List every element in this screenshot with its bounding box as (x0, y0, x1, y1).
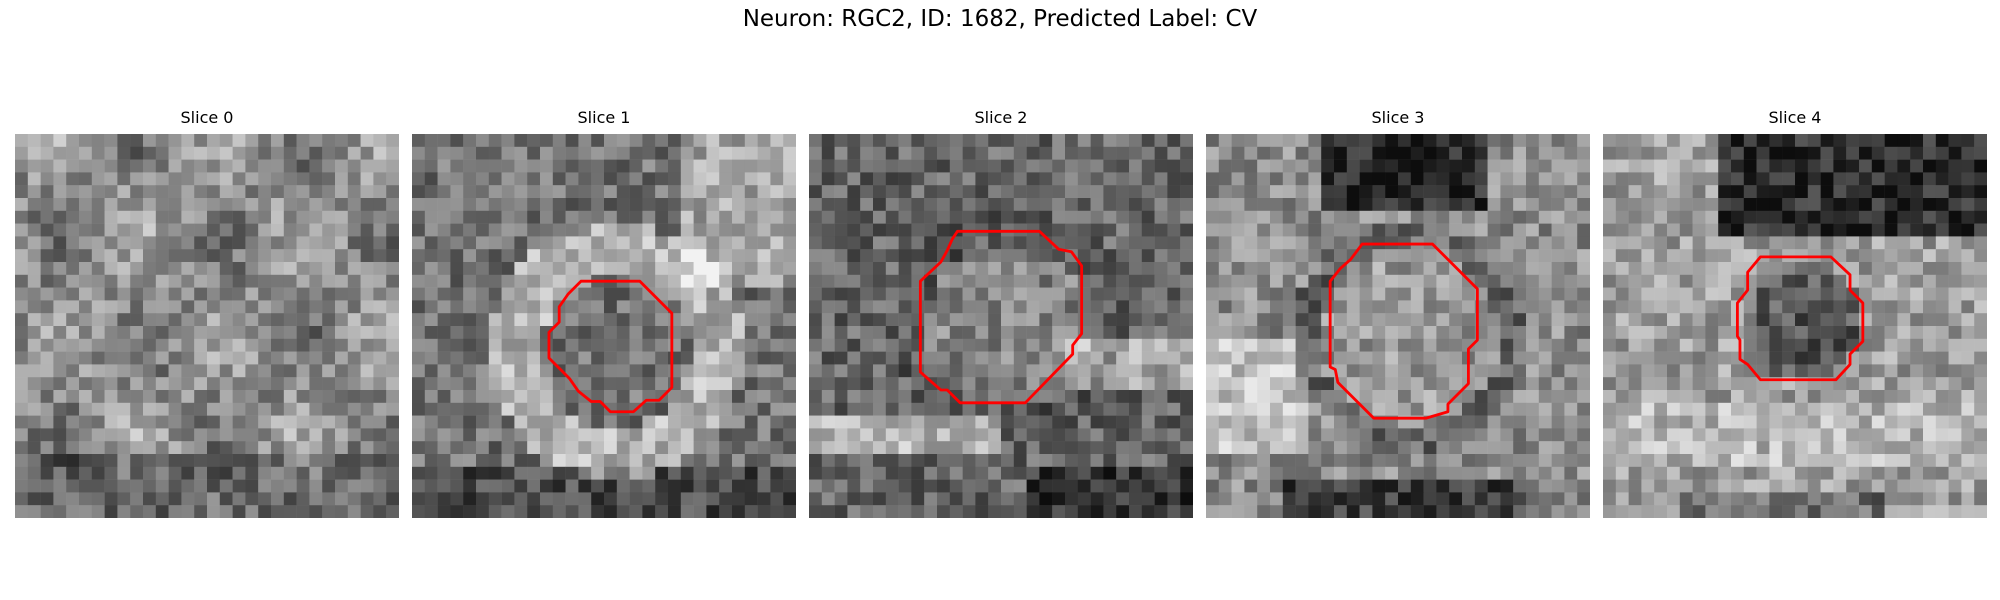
slice-image-4 (1603, 134, 1987, 518)
slice-title: Slice 4 (1603, 107, 1987, 129)
slice-panel-4: Slice 4 (1603, 107, 1987, 518)
slice-panel-3: Slice 3 (1206, 107, 1590, 518)
slice-pixels (1206, 134, 1590, 518)
slice-pixels (15, 134, 399, 518)
slice-title: Slice 1 (412, 107, 796, 129)
slice-panel-0: Slice 0 (15, 107, 399, 518)
slice-pixels (412, 134, 796, 518)
slice-title: Slice 0 (15, 107, 399, 129)
slice-panel-2: Slice 2 (809, 107, 1193, 518)
slice-title: Slice 2 (809, 107, 1193, 129)
slice-image-1 (412, 134, 796, 518)
slice-image-2 (809, 134, 1193, 518)
slice-image-0 (15, 134, 399, 518)
slice-pixels (809, 134, 1193, 518)
slice-title: Slice 3 (1206, 107, 1590, 129)
slice-image-3 (1206, 134, 1590, 518)
figure-title: Neuron: RGC2, ID: 1682, Predicted Label:… (0, 6, 2000, 32)
slice-pixels (1603, 134, 1987, 518)
slice-panel-1: Slice 1 (412, 107, 796, 518)
